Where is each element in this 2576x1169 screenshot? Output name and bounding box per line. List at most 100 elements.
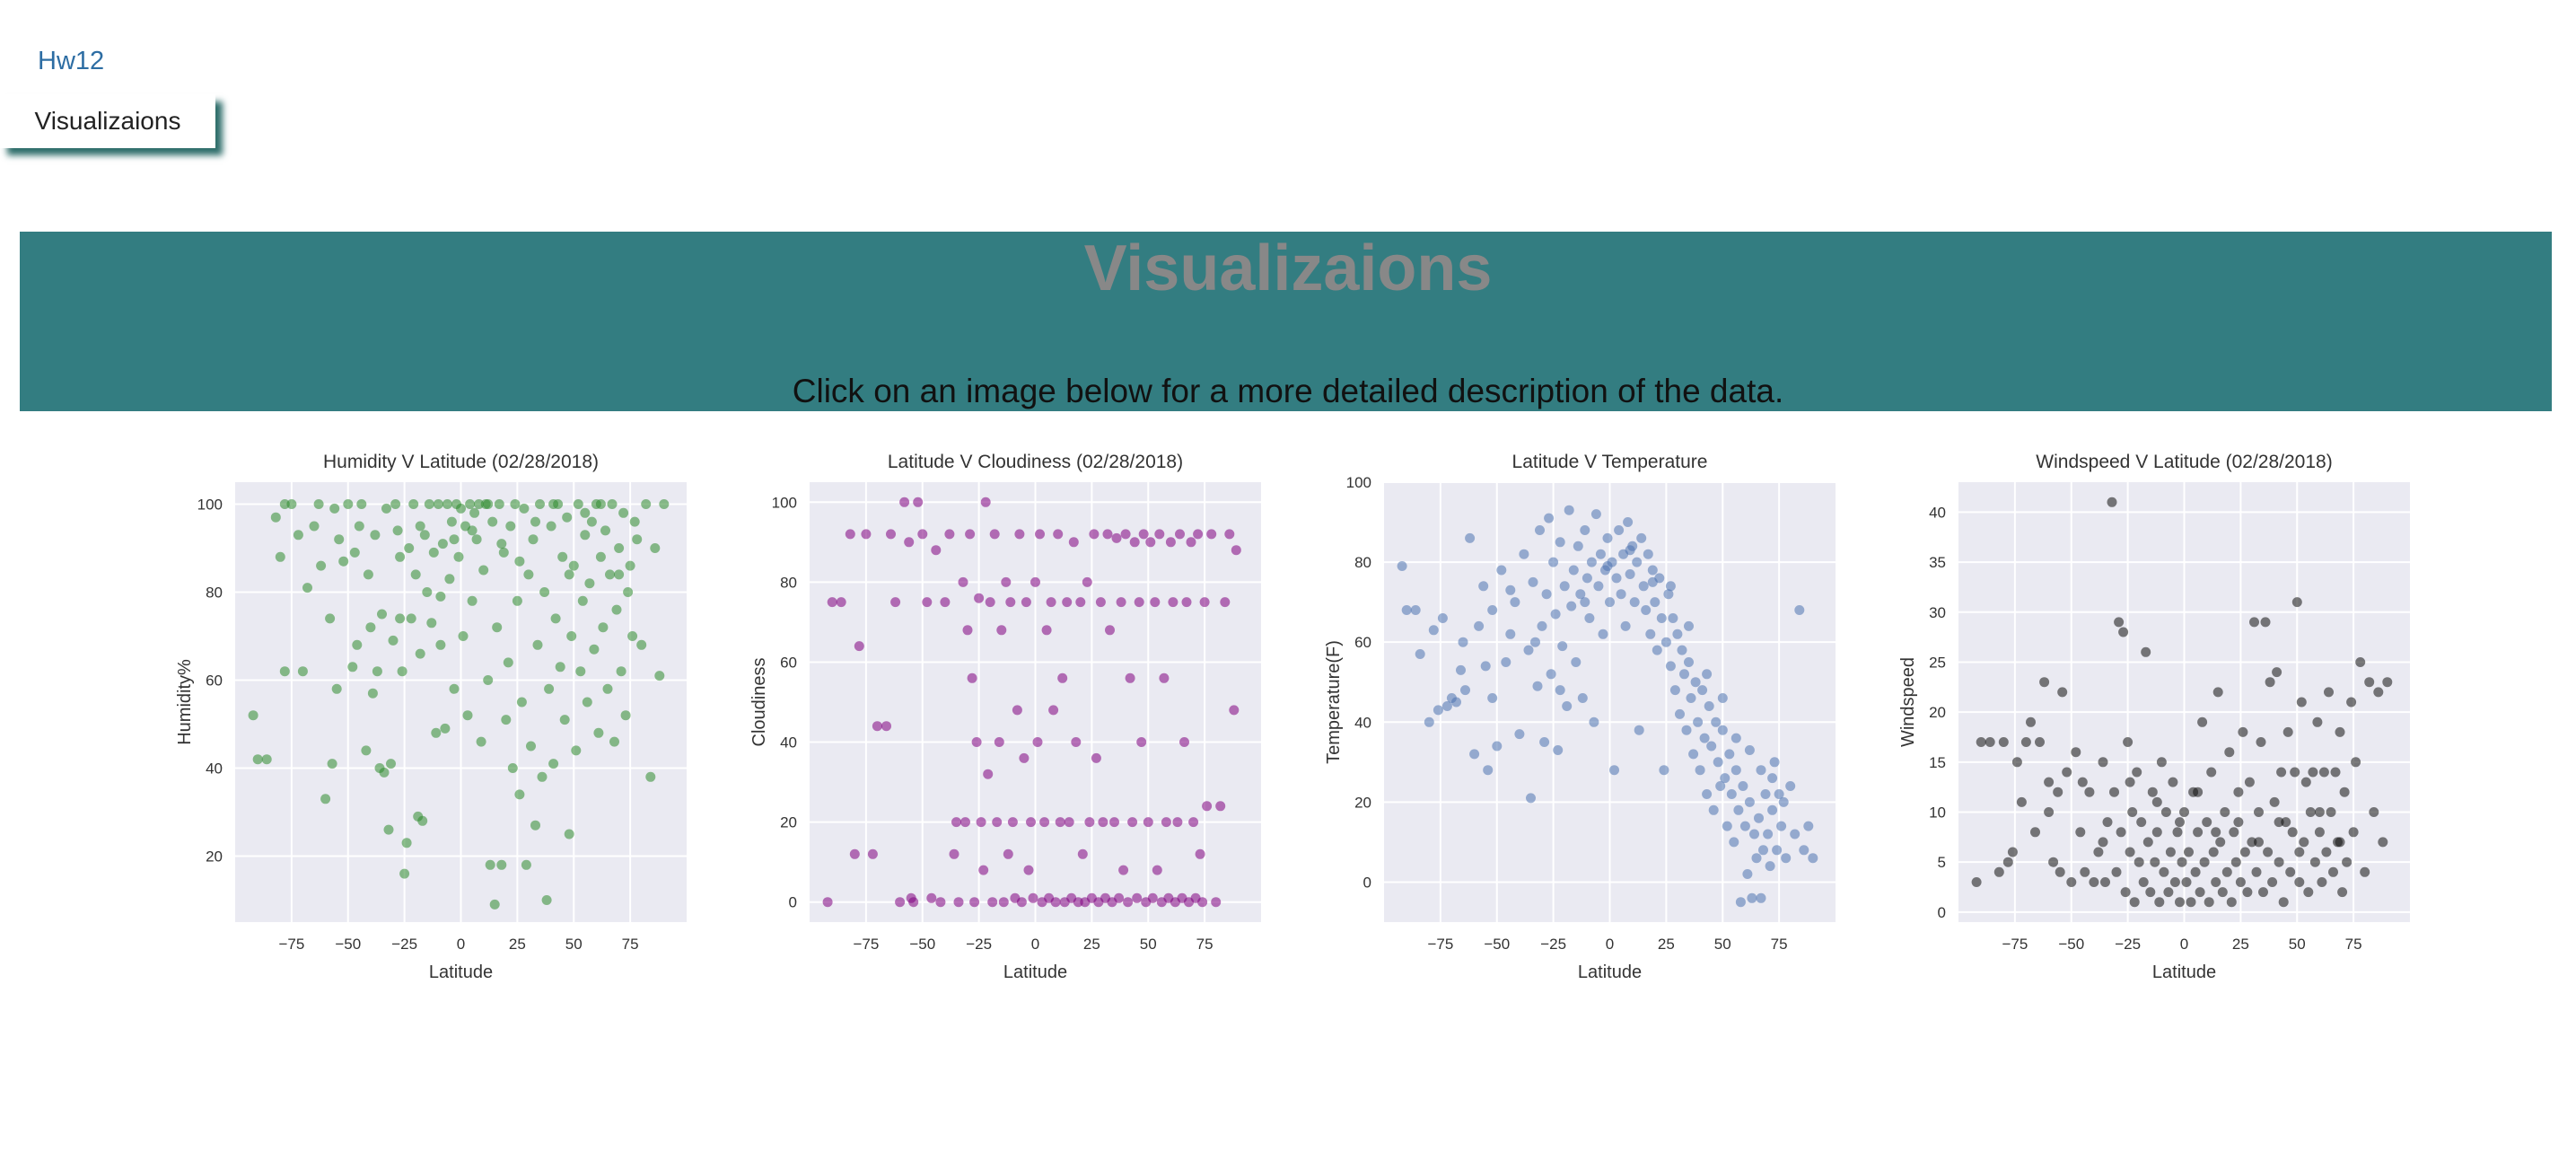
x-tick-label: −75 bbox=[1427, 936, 1453, 953]
scatter-point bbox=[969, 897, 980, 908]
x-tick-label: −50 bbox=[1484, 936, 1510, 953]
scatter-point bbox=[1410, 605, 1421, 615]
scatter-point bbox=[1660, 637, 1671, 647]
scatter-point bbox=[2294, 877, 2305, 887]
scatter-point bbox=[2276, 767, 2287, 778]
scatter-point bbox=[1751, 853, 1762, 864]
scatter-point bbox=[456, 503, 466, 514]
scatter-point bbox=[2107, 497, 2117, 507]
scatter-point bbox=[931, 545, 942, 556]
scatter-point bbox=[564, 829, 574, 839]
scatter-point bbox=[327, 759, 337, 769]
scatter-point bbox=[1589, 716, 1599, 727]
scatter-point bbox=[1704, 701, 1714, 711]
scatter-point bbox=[426, 618, 437, 628]
scatter-point bbox=[2294, 847, 2305, 857]
scatter-point bbox=[1016, 897, 1027, 908]
scatter-point bbox=[433, 499, 443, 509]
scatter-point bbox=[861, 529, 872, 540]
scatter-point bbox=[2254, 807, 2264, 817]
nav-tab-visualizations[interactable]: Visualizaions bbox=[0, 94, 215, 148]
scatter-point bbox=[501, 715, 512, 725]
scatter-point bbox=[636, 639, 647, 650]
scatter-point bbox=[381, 503, 391, 514]
scatter-point bbox=[605, 569, 615, 580]
scatter-point bbox=[1541, 589, 1552, 600]
scatter-point bbox=[582, 697, 592, 708]
scatter-point bbox=[2335, 837, 2345, 848]
y-tick-label: 100 bbox=[1346, 474, 1371, 491]
scatter-point bbox=[1602, 532, 1613, 543]
scatter-point bbox=[1699, 733, 1710, 743]
scatter-point bbox=[836, 597, 846, 608]
scatter-point bbox=[1428, 625, 1439, 636]
scatter-point bbox=[1584, 613, 1595, 623]
scatter-point bbox=[252, 754, 263, 765]
chart-humidity-latitude[interactable]: −75 −50 −25 0 25 50 75 20 40 60 80 100 Humidity V La… bbox=[171, 442, 709, 980]
scatter-point bbox=[1032, 737, 1043, 747]
scatter-point bbox=[1165, 537, 1176, 548]
scatter-point bbox=[2141, 646, 2151, 657]
scatter-point bbox=[1665, 661, 1676, 672]
scatter-point bbox=[958, 576, 968, 587]
scatter-point bbox=[1756, 765, 1766, 776]
scatter-point bbox=[987, 897, 998, 908]
scatter-point bbox=[365, 622, 376, 633]
scatter-point bbox=[1224, 529, 1235, 540]
chart-latitude-temperature[interactable]: −75 −50 −25 0 25 50 75 0 20 40 60 80 100 Latitude V T… bbox=[1319, 442, 1858, 980]
scatter-point bbox=[568, 560, 579, 571]
scatter-point bbox=[2179, 807, 2189, 817]
scatter-point bbox=[2212, 687, 2223, 698]
scatter-point bbox=[1675, 708, 1685, 719]
scatter-point bbox=[1711, 716, 1722, 727]
scatter-point bbox=[2244, 777, 2255, 787]
scatter-point bbox=[2138, 877, 2149, 887]
scatter-point bbox=[2193, 827, 2204, 838]
scatter-point bbox=[435, 591, 446, 602]
scatter-point bbox=[1758, 845, 1768, 856]
scatter-point bbox=[1679, 669, 1689, 680]
scatter-point bbox=[1019, 752, 1030, 763]
y-tick-label: 15 bbox=[1929, 754, 1946, 771]
scatter-point bbox=[1765, 861, 1775, 872]
scatter-point bbox=[1186, 537, 1196, 548]
scatter-point bbox=[904, 537, 915, 548]
scatter-point bbox=[2282, 726, 2293, 737]
scatter-point bbox=[2044, 807, 2055, 817]
scatter-point bbox=[1790, 829, 1801, 839]
x-tick-label: 75 bbox=[1196, 936, 1214, 953]
scatter-point bbox=[627, 631, 638, 641]
chart-windspeed-latitude[interactable]: −75 −50 −25 0 25 50 75 0 5 10 15 20 25 30 35 40 Windspee… bbox=[1894, 442, 2432, 980]
scatter-point bbox=[595, 551, 606, 562]
y-tick-label: 0 bbox=[1938, 904, 1946, 921]
scatter-point bbox=[953, 897, 964, 908]
scatter-point bbox=[496, 539, 507, 549]
y-tick-label: 80 bbox=[206, 584, 223, 602]
scatter-point bbox=[2111, 866, 2122, 877]
scatter-point bbox=[1669, 685, 1680, 696]
scatter-point bbox=[1460, 685, 1470, 696]
scatter-point bbox=[1647, 565, 1658, 576]
scatter-point bbox=[2296, 697, 2307, 708]
scatter-point bbox=[1693, 716, 1704, 727]
y-axis-label: Windspeed bbox=[1898, 657, 1918, 747]
brand-link[interactable]: Hw12 bbox=[38, 47, 105, 75]
scatter-point bbox=[2314, 807, 2325, 817]
scatter-point bbox=[650, 543, 661, 553]
scatter-point bbox=[2260, 617, 2271, 628]
y-tick-label: 5 bbox=[1938, 854, 1946, 871]
scatter-point bbox=[2369, 807, 2379, 817]
scatter-point bbox=[1672, 628, 1683, 639]
scatter-point bbox=[2026, 716, 2036, 727]
scatter-point bbox=[2328, 866, 2338, 877]
scatter-point bbox=[2274, 857, 2284, 867]
scatter-point bbox=[503, 657, 513, 668]
scatter-point bbox=[2175, 897, 2185, 908]
scatter-point bbox=[2238, 726, 2248, 737]
x-tick-label: −50 bbox=[909, 936, 935, 953]
scatter-point bbox=[2120, 887, 2131, 898]
chart-latitude-cloudiness[interactable]: −75 −50 −25 0 25 50 75 0 20 40 60 80 100 Latitude V C… bbox=[745, 442, 1284, 980]
scatter-point bbox=[1564, 505, 1574, 515]
scatter-point bbox=[1593, 581, 1604, 592]
scatter-point bbox=[297, 666, 308, 677]
